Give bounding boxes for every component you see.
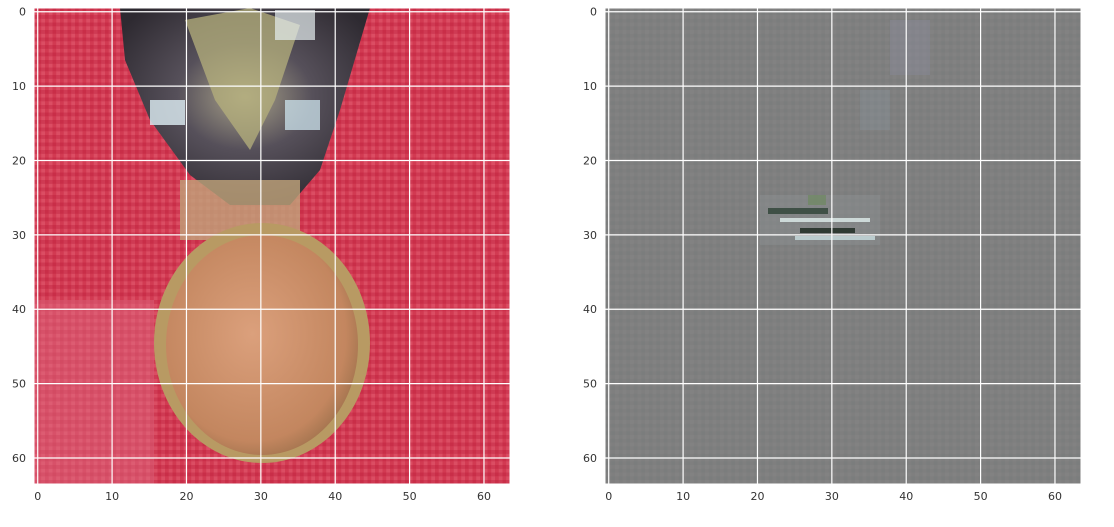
y-tick-label: 10: [12, 80, 26, 93]
x-tick-label: 10: [676, 490, 690, 503]
x-tick-label: 30: [825, 490, 839, 503]
right-streak-light-1: [780, 218, 870, 222]
x-tick-label: 0: [34, 490, 41, 503]
egg: [166, 235, 358, 455]
y-tick-label: 0: [19, 6, 26, 19]
x-tick-label: 50: [974, 490, 988, 503]
y-tick-label: 20: [12, 154, 26, 167]
x-tick-label: 50: [403, 490, 417, 503]
right-image-background: [605, 8, 1081, 484]
y-tick-label: 40: [12, 303, 26, 316]
x-tick-label: 0: [605, 490, 612, 503]
y-tick-label: 50: [12, 378, 26, 391]
x-tick-label: 30: [254, 490, 268, 503]
x-tick-label: 60: [1048, 490, 1062, 503]
x-tick-label: 60: [477, 490, 491, 503]
x-tick-label: 10: [105, 490, 119, 503]
x-tick-label: 20: [750, 490, 764, 503]
y-tick-label: 20: [583, 154, 597, 167]
y-tick-label: 0: [590, 6, 597, 19]
x-tick-label: 40: [899, 490, 913, 503]
jewel-sparkle-right: [285, 100, 320, 130]
left-pink-region: [34, 300, 154, 484]
jewel-sparkle-left: [150, 100, 185, 125]
y-tick-label: 50: [583, 378, 597, 391]
right-green-spot: [808, 195, 826, 205]
x-tick-label: 20: [179, 490, 193, 503]
right-streak-dark-2: [800, 228, 855, 233]
y-tick-label: 30: [583, 229, 597, 242]
right-faint-activity-top: [890, 20, 930, 75]
jewel-sparkle-top: [275, 10, 315, 40]
y-tick-label: 60: [583, 452, 597, 465]
y-tick-label: 40: [583, 303, 597, 316]
x-tick-label: 40: [328, 490, 342, 503]
y-tick-label: 10: [583, 80, 597, 93]
right-streak-dark-1: [768, 208, 828, 214]
right-image-panel: 0 10 20 30 40 50 60 0 10 20 30 40 50 60: [583, 6, 1081, 503]
left-image-panel: 0 10 20 30 40 50 60 0 10 20 30 40 50 60: [12, 6, 510, 503]
right-faint-activity-mid: [860, 90, 890, 130]
right-streak-light-2: [795, 236, 875, 240]
y-tick-label: 30: [12, 229, 26, 242]
y-tick-label: 60: [12, 452, 26, 465]
